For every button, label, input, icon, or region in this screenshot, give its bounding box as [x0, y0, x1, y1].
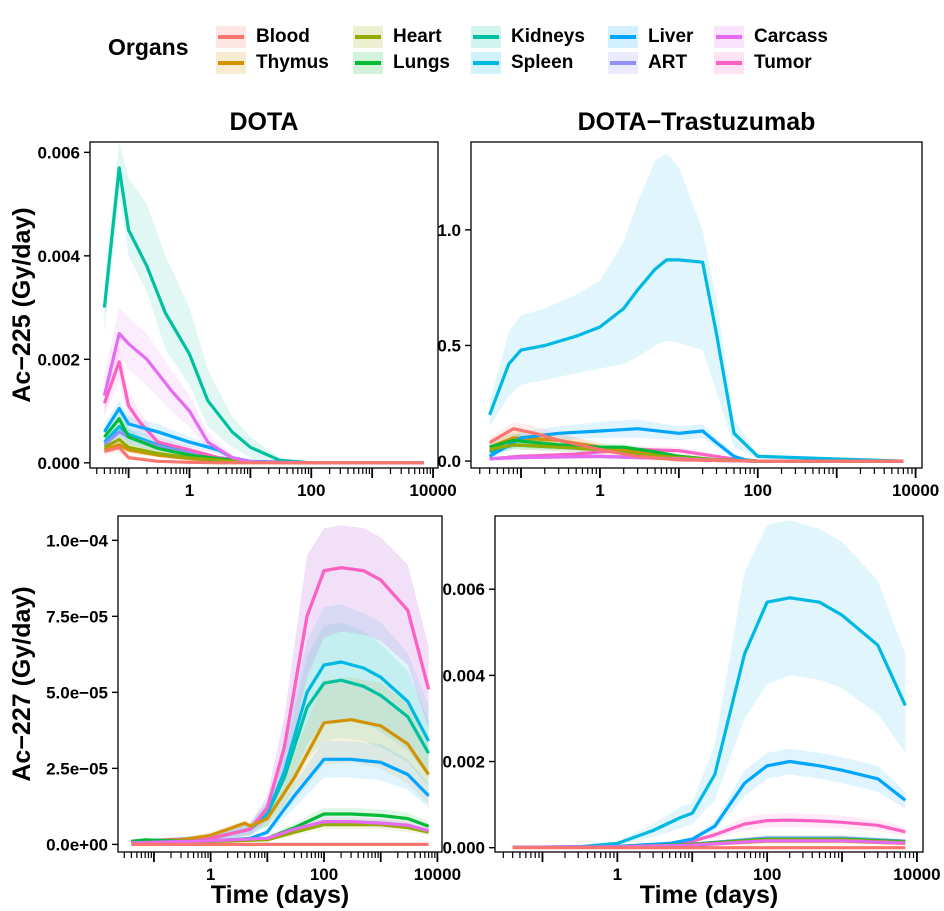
plot-area — [488, 153, 904, 463]
legend-item-heart: Heart — [353, 25, 442, 49]
x-tick-label: 100 — [297, 481, 325, 500]
ribbon-liver — [512, 748, 906, 848]
legend-label: Carcass — [754, 26, 828, 47]
series-line-blood — [103, 445, 424, 465]
series-line-tumor — [131, 566, 431, 843]
x-tick-label: 1 — [595, 481, 604, 500]
legend-item-liver: Liver — [608, 25, 693, 49]
legend-item-art: ART — [608, 51, 687, 75]
legend-item-carcass: Carcass — [714, 25, 828, 49]
plot-area — [512, 520, 907, 850]
y-tick-label: 0.0 — [437, 452, 461, 471]
legend-label: Thymus — [256, 52, 329, 73]
y-tick-label: 0.000 — [442, 839, 485, 858]
legend-item-lungs: Lungs — [353, 51, 450, 75]
y-tick-label: 0.006 — [37, 143, 80, 162]
series-line-blood — [488, 427, 904, 463]
legend-item-kidneys: Kidneys — [471, 25, 585, 49]
legend-key-heart — [353, 26, 383, 48]
legend-item-thymus: Thymus — [216, 51, 329, 75]
y-tick-label: 0.004 — [37, 247, 80, 266]
x-tick-label: 100 — [753, 865, 781, 884]
panel-border — [494, 515, 924, 853]
legend-label: Spleen — [511, 52, 574, 73]
facet-title-1: DOTA — [230, 108, 299, 136]
ribbon-kidneys — [131, 622, 429, 843]
series-line-thymus — [131, 718, 430, 843]
ribbon-lungs — [131, 807, 429, 843]
panel-1: 0.000 0.002 0.004 0.006 1 100 10000 — [37, 141, 457, 500]
series-line-spleen — [488, 258, 904, 463]
legend-label: ART — [648, 52, 688, 73]
x-axis-title-2: Time (days) — [640, 881, 778, 909]
y-tick-label: 7.5e−05 — [46, 607, 108, 626]
x-tick-label: 10000 — [893, 865, 940, 884]
y-axis-title-1: Ac−225 (Gy/day) — [8, 207, 36, 402]
legend-item-spleen: Spleen — [471, 51, 573, 75]
series-line-carcass — [131, 819, 430, 845]
legend-key-art — [608, 52, 638, 74]
ribbon-spleen — [489, 153, 904, 462]
y-tick-label: 0.006 — [442, 580, 485, 599]
panel-2: 0.0 0.5 1.0 1 100 10000 — [437, 141, 939, 500]
plot-area — [102, 142, 424, 465]
legend-key-blood — [216, 26, 246, 48]
ribbon-spleen — [512, 520, 906, 848]
y-tick-label: 0.0e+00 — [46, 835, 108, 854]
ribbon-art — [131, 525, 429, 843]
facet-title-2: DOTA−Trastuzumab — [578, 108, 816, 136]
panel-3: 0.0e+00 2.5e−05 5.0e−05 7.5e−05 1.0e−04 1 100 1… — [46, 515, 461, 884]
legend-key-carcass — [714, 26, 744, 48]
legend-label: Lungs — [393, 52, 450, 73]
x-tick-label: 100 — [744, 481, 772, 500]
panel-border — [89, 141, 439, 469]
legend-label: Tumor — [754, 52, 812, 73]
legend-key-spleen — [471, 52, 501, 74]
x-axis-title-1: Time (days) — [211, 881, 349, 909]
legend-key-kidneys — [471, 26, 501, 48]
x-tick-label: 10000 — [892, 481, 939, 500]
legend-key-thymus — [216, 52, 246, 74]
plot-area — [131, 525, 431, 847]
panel-border — [117, 515, 443, 853]
ribbon-liver — [104, 400, 424, 463]
legend-label: Heart — [393, 26, 442, 47]
y-tick-label: 0.002 — [442, 753, 485, 772]
y-tick-label: 5.0e−05 — [46, 683, 108, 702]
legend-label: Blood — [256, 26, 310, 47]
legend-key-liver — [608, 26, 638, 48]
x-tick-label: 1 — [613, 865, 622, 884]
legend: Organs Blood Thymus Heart Lungs Kidneys Splee… — [0, 0, 944, 90]
ribbon-kidneys — [104, 142, 424, 463]
legend-label: Kidneys — [511, 26, 585, 47]
ribbon-thymus — [131, 677, 429, 843]
legend-key-tumor — [714, 52, 744, 74]
y-tick-label: 0.5 — [437, 336, 461, 355]
legend-key-lungs — [353, 52, 383, 74]
y-tick-label: 0.002 — [37, 350, 80, 369]
y-tick-label: 1.0 — [437, 221, 461, 240]
y-tick-label: 0.000 — [37, 454, 80, 473]
panel-4: 0.000 0.002 0.004 0.006 1 100 10000 — [442, 515, 941, 884]
panel-border — [470, 141, 923, 469]
series-line-spleen — [512, 596, 907, 849]
y-tick-label: 0.004 — [442, 666, 485, 685]
y-tick-label: 1.0e−04 — [46, 531, 108, 550]
x-tick-label: 100 — [310, 865, 338, 884]
y-tick-label: 2.5e−05 — [46, 759, 108, 778]
x-tick-label: 10000 — [409, 481, 456, 500]
ribbon-liver — [131, 741, 429, 844]
x-tick-label: 10000 — [414, 865, 461, 884]
x-tick-label: 1 — [185, 481, 194, 500]
legend-label: Liver — [648, 26, 694, 47]
legend-item-tumor: Tumor — [714, 51, 812, 75]
legend-title: Organs — [108, 34, 189, 60]
y-axis-title-2: Ac−227 (Gy/day) — [8, 586, 36, 781]
legend-item-blood: Blood — [216, 25, 310, 49]
series-line-kidneys — [102, 166, 424, 465]
ribbon-tumor — [131, 525, 429, 843]
x-tick-label: 1 — [206, 865, 215, 884]
